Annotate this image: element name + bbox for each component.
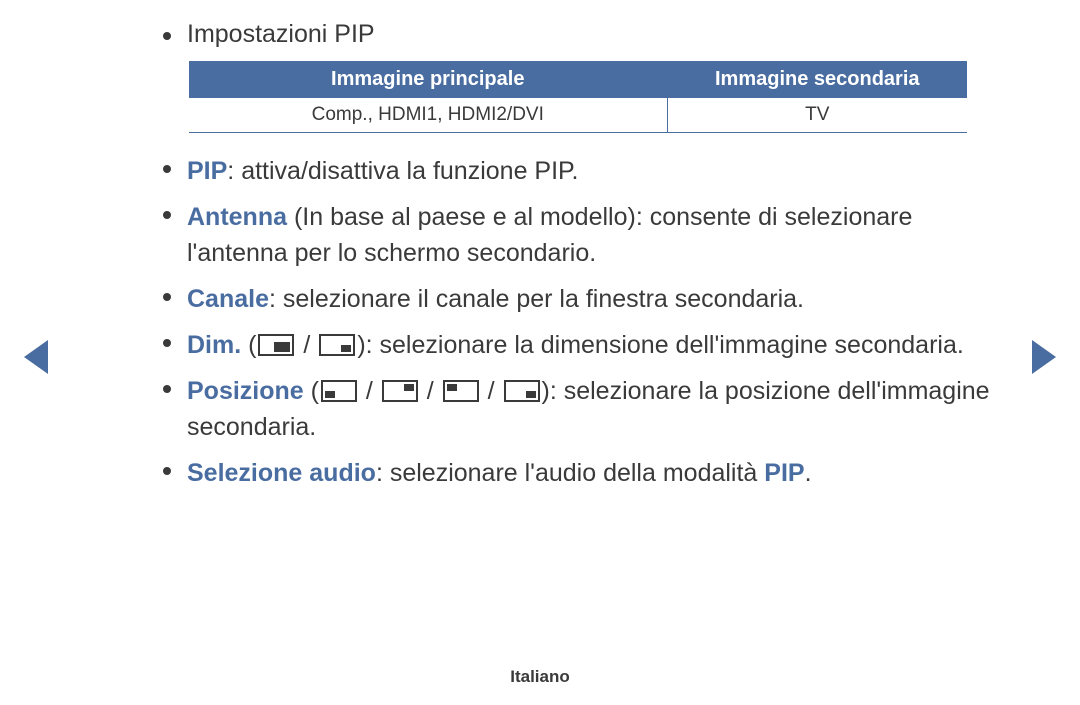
pos-bottom-left-icon (321, 380, 357, 402)
keyword: Canale (187, 285, 269, 313)
item-text: PIP: attiva/disattiva la funzione PIP. (187, 153, 995, 189)
list-item: Antenna (In base al paese e al modello):… (163, 199, 995, 271)
table-cell-secondary: TV (667, 98, 967, 133)
list-item: Dim. ( / ): selezionare la dimensione de… (163, 327, 995, 363)
keyword: Posizione (187, 377, 304, 405)
keyword: PIP (187, 157, 227, 185)
title-row: Impostazioni PIP (163, 20, 995, 49)
keyword: PIP (764, 459, 804, 487)
list-item: Selezione audio: selezionare l'audio del… (163, 455, 995, 491)
list-item: Canale: selezionare il canale per la fin… (163, 281, 995, 317)
bullet-icon (163, 32, 171, 40)
pos-top-right-icon (382, 380, 418, 402)
pos-bottom-right-icon (504, 380, 540, 402)
item-text: Selezione audio: selezionare l'audio del… (187, 455, 995, 491)
pip-table: Immagine principale Immagine secondaria … (189, 61, 967, 133)
page-content: Impostazioni PIP Immagine principale Imm… (0, 0, 1080, 491)
next-arrow[interactable] (1032, 340, 1056, 374)
keyword: Antenna (187, 203, 287, 231)
table-row: Comp., HDMI1, HDMI2/DVI TV (189, 98, 967, 133)
table-cell-main: Comp., HDMI1, HDMI2/DVI (189, 98, 667, 133)
item-list: PIP: attiva/disattiva la funzione PIP. A… (163, 153, 995, 491)
keyword: Dim. (187, 331, 241, 359)
bullet-icon (163, 211, 171, 219)
bullet-icon (163, 385, 171, 393)
bullet-icon (163, 165, 171, 173)
size-large-icon (258, 334, 294, 356)
item-text: Canale: selezionare il canale per la fin… (187, 281, 995, 317)
bullet-icon (163, 293, 171, 301)
pos-top-left-icon (443, 380, 479, 402)
item-text: Dim. ( / ): selezionare la dimensione de… (187, 327, 995, 363)
size-small-icon (319, 334, 355, 356)
footer-language: Italiano (0, 667, 1080, 687)
item-text: Posizione ( / / / ): selezionare la posi… (187, 373, 995, 445)
page-title: Impostazioni PIP (187, 20, 375, 49)
bullet-icon (163, 467, 171, 475)
list-item: PIP: attiva/disattiva la funzione PIP. (163, 153, 995, 189)
table-header-main: Immagine principale (189, 61, 667, 98)
list-item: Posizione ( / / / ): selezionare la posi… (163, 373, 995, 445)
table-header-secondary: Immagine secondaria (667, 61, 967, 98)
bullet-icon (163, 339, 171, 347)
prev-arrow[interactable] (24, 340, 48, 374)
keyword: Selezione audio (187, 459, 376, 487)
item-text: Antenna (In base al paese e al modello):… (187, 199, 995, 271)
